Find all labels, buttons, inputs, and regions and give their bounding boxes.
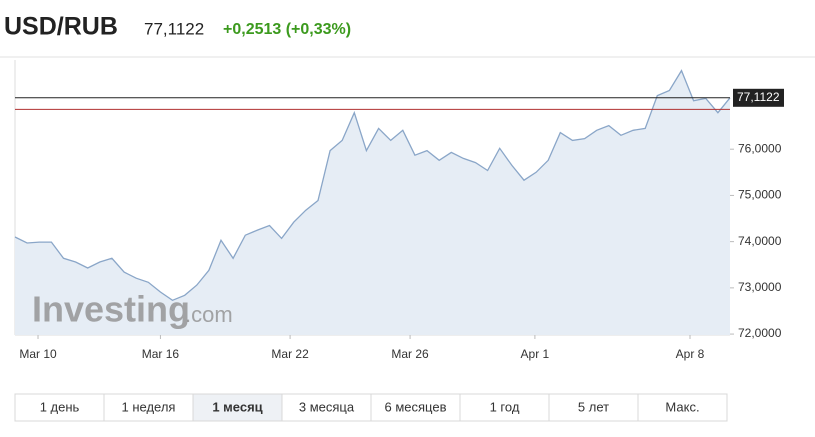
range-button-bg [192, 393, 283, 422]
range-button-label: 1 месяц [212, 399, 262, 414]
range-button-label: 1 день [40, 399, 80, 414]
range-button[interactable]: 3 месяца [281, 393, 372, 422]
range-button[interactable]: 1 день [14, 393, 105, 422]
range-button-bg [103, 393, 194, 422]
range-button-bg [637, 393, 728, 422]
change: +0,2513 (+0,33%) [223, 21, 351, 38]
area-fill [15, 70, 730, 335]
range-button-label: 1 год [490, 399, 520, 414]
x-tick-label: Mar 22 [271, 347, 309, 361]
y-tick-label: 73,0000 [738, 280, 782, 294]
last-price-box [733, 88, 784, 107]
range-button-bg [370, 393, 461, 422]
y-tick-label: 76,0000 [738, 141, 782, 155]
price: 77,1122 [144, 19, 204, 38]
x-tick-label: Mar 10 [19, 347, 57, 361]
range-button-label: Макс. [665, 399, 699, 414]
range-button[interactable]: 1 год [459, 393, 550, 422]
range-button-label: 3 месяца [299, 399, 355, 414]
symbol: USD/RUB [4, 13, 118, 41]
range-button[interactable]: 1 неделя [103, 393, 194, 422]
last-price-label: 77,1122 [737, 90, 780, 104]
range-button[interactable]: Макс. [637, 393, 728, 422]
range-button-label: 6 месяцев [385, 399, 447, 414]
x-tick-label: Apr 1 [521, 347, 550, 361]
y-tick-label: 74,0000 [738, 234, 782, 248]
watermark: Investing [32, 289, 190, 330]
range-button-bg [459, 393, 550, 422]
x-tick-label: Apr 8 [676, 347, 705, 361]
range-button-bg [281, 393, 372, 422]
price-line [14, 69, 731, 302]
watermark: .com [185, 302, 233, 327]
x-tick-label: Mar 26 [391, 347, 429, 361]
y-tick-label: 72,0000 [738, 326, 782, 340]
range-button[interactable]: 6 месяцев [370, 393, 461, 422]
x-tick-label: Mar 16 [142, 347, 180, 361]
range-button-label: 1 неделя [122, 399, 176, 414]
range-button[interactable]: 1 месяц [192, 393, 283, 422]
range-button-label: 5 лет [578, 399, 609, 414]
y-tick-label: 75,0000 [738, 188, 782, 202]
range-button-bg [548, 393, 639, 422]
range-button[interactable]: 5 лет [548, 393, 639, 422]
